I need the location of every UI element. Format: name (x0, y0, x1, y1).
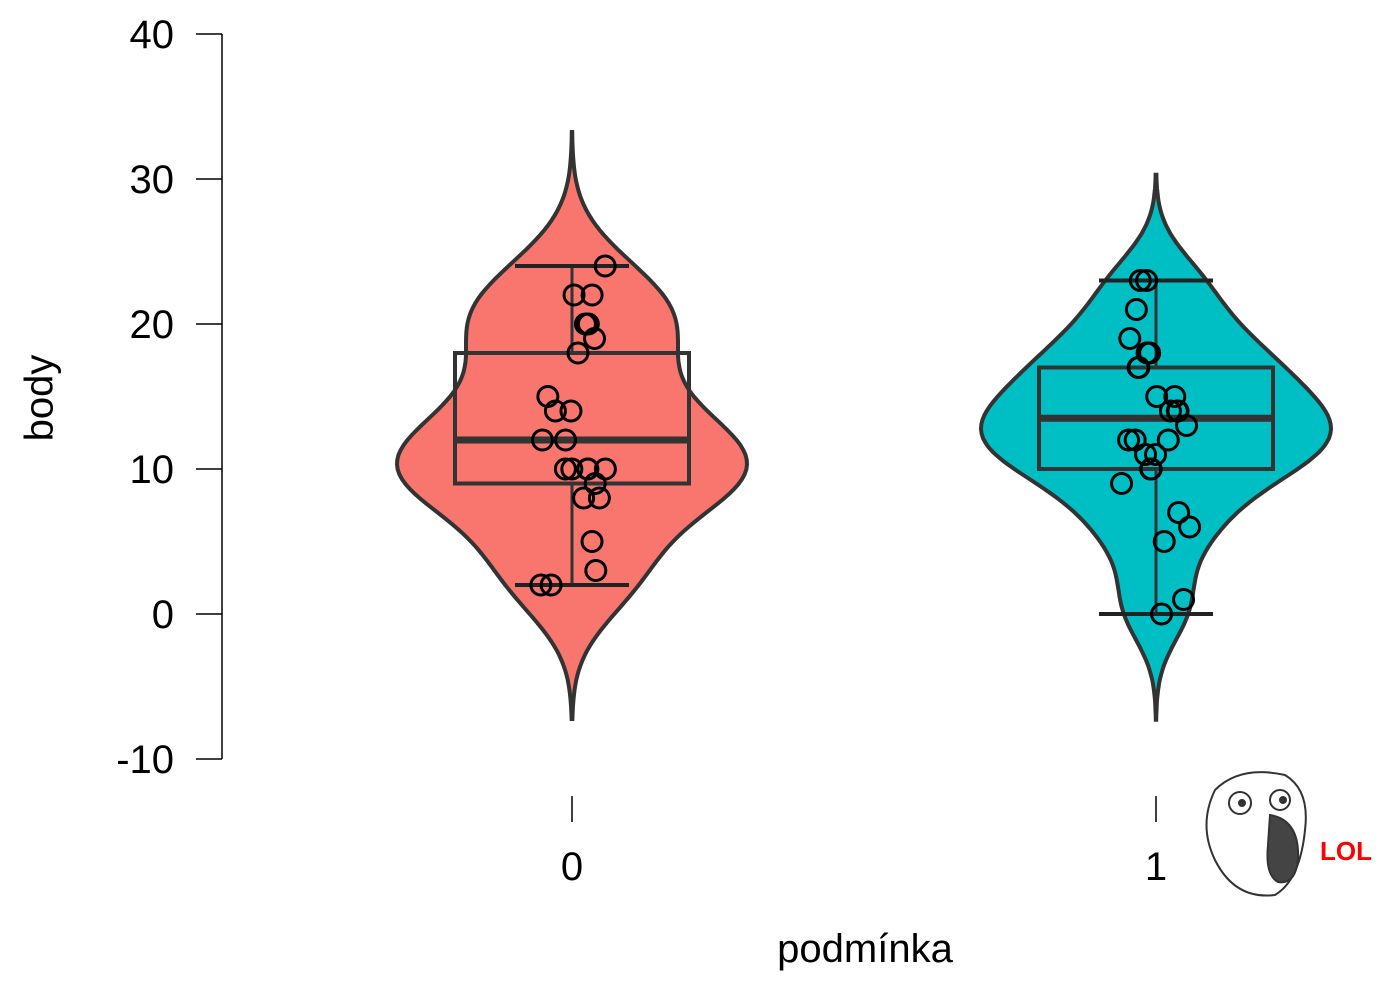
y-tick-label: 0 (152, 593, 174, 637)
y-tick-label: 30 (130, 158, 175, 202)
y-tick-label: -10 (116, 738, 174, 782)
x-axis-title: podmínka (777, 927, 953, 971)
annotation: LOL (1320, 836, 1372, 866)
page: body podmínka LOL -1001020304001 (() => … (0, 0, 1384, 991)
violin (981, 175, 1331, 720)
x-tick-label: 1 (1145, 845, 1167, 889)
y-axis-title: body (18, 355, 62, 442)
lol-face (1207, 772, 1306, 895)
y-tick-label: 20 (130, 303, 175, 347)
chart: body podmínka LOL -10 0 10 20 30 40 0 1 (0, 0, 1384, 986)
y-tick-label: 40 (130, 13, 175, 57)
y-tick-label: 10 (130, 448, 175, 492)
x-tick-label: 0 (561, 845, 583, 889)
violin (397, 132, 747, 719)
